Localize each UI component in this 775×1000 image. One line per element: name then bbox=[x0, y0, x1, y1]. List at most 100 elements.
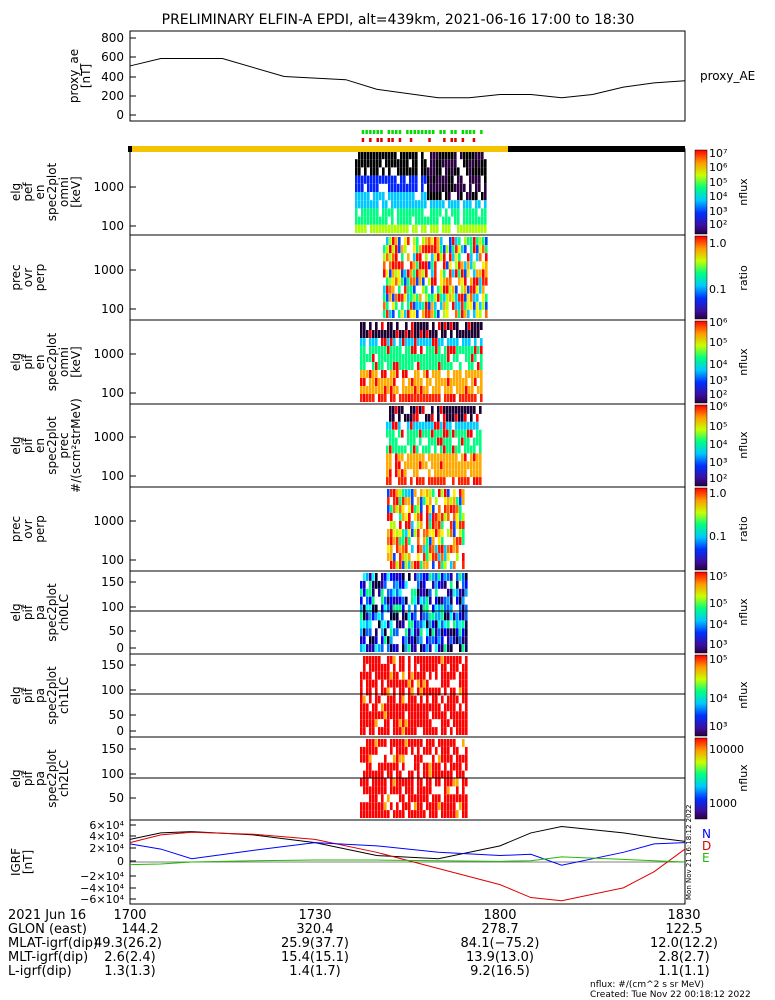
pixel-p5 bbox=[444, 505, 447, 513]
pixel-p1 bbox=[388, 192, 391, 201]
pixel-p1 bbox=[370, 208, 373, 217]
pixel-p8 bbox=[414, 810, 417, 818]
pixel-p3 bbox=[417, 370, 420, 378]
pixel-p4 bbox=[416, 461, 419, 470]
pixel-p4 bbox=[392, 406, 395, 414]
pixel-p6 bbox=[363, 628, 366, 637]
pixel-p5 bbox=[396, 545, 399, 553]
pixel-p7 bbox=[444, 719, 447, 728]
pixel-p2 bbox=[449, 253, 452, 262]
pixel-p3 bbox=[432, 322, 435, 330]
pixel-p1 bbox=[406, 159, 409, 168]
pixel-p6 bbox=[378, 612, 381, 621]
pixel-p3 bbox=[390, 338, 393, 346]
pixel-p1 bbox=[400, 151, 403, 160]
pixel-p6 bbox=[459, 636, 462, 645]
pixel-p8 bbox=[378, 778, 381, 787]
y-axis-label-line-p1-0: elg bbox=[9, 183, 23, 201]
pixel-p2 bbox=[455, 285, 458, 294]
pixel-p1 bbox=[463, 159, 466, 168]
pixel-p6 bbox=[363, 612, 366, 621]
pixel-p1 bbox=[478, 175, 481, 184]
pixel-p7 bbox=[387, 663, 390, 672]
pixel-p3 bbox=[411, 338, 414, 346]
pixel-p2 bbox=[392, 301, 395, 310]
pixel-p1 bbox=[445, 216, 448, 225]
pixel-p2 bbox=[422, 245, 425, 254]
pixel-p3 bbox=[360, 322, 363, 330]
pixel-p4 bbox=[410, 477, 413, 485]
pixel-p5 bbox=[441, 489, 444, 497]
pixel-p8 bbox=[459, 770, 462, 779]
pixel-p2 bbox=[470, 253, 473, 262]
pixel-p1 bbox=[364, 151, 367, 160]
colorbar-p2: 1.00.1 ratio bbox=[694, 235, 750, 320]
pixel-p3 bbox=[456, 354, 459, 362]
pixel-p3 bbox=[417, 394, 420, 402]
pixel-p8 bbox=[360, 810, 363, 818]
pixel-p3 bbox=[384, 338, 387, 346]
pixel-p1 bbox=[370, 151, 373, 160]
pixel-p3 bbox=[375, 378, 378, 386]
pixel-p6 bbox=[408, 620, 411, 629]
pixel-p3 bbox=[429, 330, 432, 338]
pixel-p3 bbox=[429, 378, 432, 386]
pixel-p6 bbox=[456, 620, 459, 629]
pixel-p3 bbox=[402, 386, 405, 394]
pixel-p7 bbox=[432, 663, 435, 672]
pixel-p6 bbox=[378, 620, 381, 629]
pixel-p4 bbox=[461, 453, 464, 462]
pixel-p7 bbox=[372, 703, 375, 712]
pixel-p5 bbox=[396, 489, 399, 497]
pixel-p4 bbox=[437, 477, 440, 485]
pixel-p2 bbox=[419, 293, 422, 302]
pixel-p3 bbox=[462, 386, 465, 394]
pixel-p8 bbox=[408, 794, 411, 803]
pixel-p2 bbox=[461, 261, 464, 270]
y-axis-label-line-p6-4: ch0LC bbox=[57, 594, 71, 631]
pixel-p7 bbox=[408, 679, 411, 688]
pixel-p3 bbox=[417, 354, 420, 362]
pixel-p5 bbox=[408, 561, 411, 569]
pixel-p3 bbox=[447, 338, 450, 346]
pixel-p7 bbox=[393, 727, 396, 735]
pixel-p8 bbox=[402, 770, 405, 779]
pixel-p1 bbox=[367, 216, 370, 225]
pixel-p5 bbox=[462, 521, 465, 529]
pixel-p4 bbox=[434, 429, 437, 438]
pixel-p8 bbox=[405, 739, 408, 747]
pixel-p2 bbox=[437, 237, 440, 246]
pixel-p1 bbox=[364, 175, 367, 184]
pixel-p5 bbox=[408, 505, 411, 513]
pixel-p1 bbox=[400, 216, 403, 225]
pixel-p1 bbox=[466, 159, 469, 168]
pixel-p2 bbox=[407, 253, 410, 262]
pixel-p1 bbox=[409, 200, 412, 209]
pixel-p1 bbox=[379, 175, 382, 184]
pixel-p2 bbox=[383, 285, 386, 294]
pixel-p7 bbox=[462, 663, 465, 672]
pixel-p3 bbox=[465, 370, 468, 378]
pixel-p1 bbox=[370, 159, 373, 168]
pixel-p8 bbox=[423, 754, 426, 763]
pixel-p2 bbox=[398, 261, 401, 270]
pixel-p4 bbox=[398, 429, 401, 438]
pixel-p7 bbox=[459, 719, 462, 728]
pixel-p1 bbox=[412, 167, 415, 176]
pixel-p7 bbox=[438, 656, 441, 664]
pixel-p7 bbox=[420, 679, 423, 688]
pixel-p1 bbox=[439, 159, 442, 168]
pixel-p8 bbox=[384, 794, 387, 803]
pixel-p2 bbox=[476, 293, 479, 302]
pixel-p8 bbox=[438, 754, 441, 763]
pixel-p7 bbox=[372, 727, 375, 735]
pixel-p8 bbox=[375, 746, 378, 755]
y-tick-label-p1-1: 100 bbox=[101, 219, 124, 233]
pixel-p1 bbox=[391, 192, 394, 201]
pixel-p1 bbox=[382, 208, 385, 217]
pixel-p6 bbox=[384, 636, 387, 645]
pixel-p8 bbox=[414, 802, 417, 811]
pixel-p4 bbox=[464, 469, 467, 478]
